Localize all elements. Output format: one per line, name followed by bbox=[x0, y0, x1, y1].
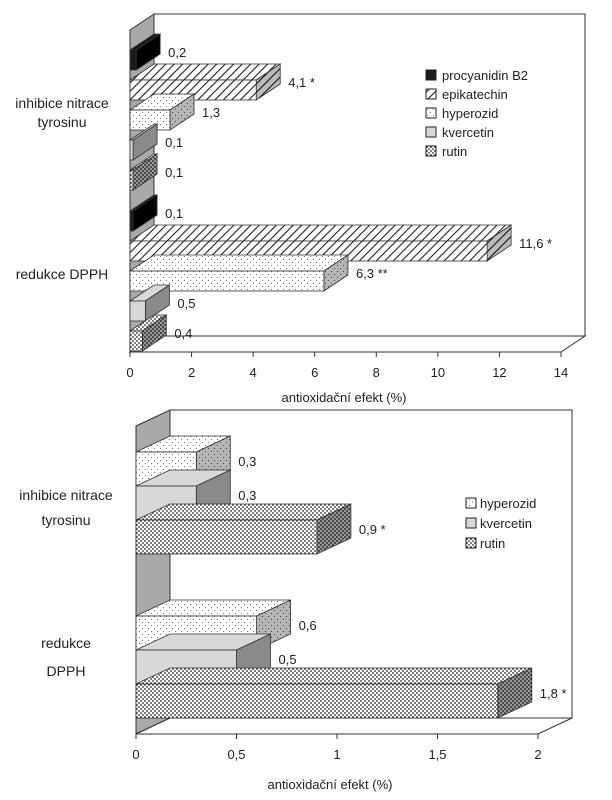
bar bbox=[128, 33, 162, 71]
chart-1-x-tick-label: 6 bbox=[311, 365, 318, 380]
chart-1-floor bbox=[128, 335, 587, 353]
chart-2-category-label-2b: DPPH bbox=[47, 663, 86, 679]
chart-2-x-tick-label: 2 bbox=[534, 747, 541, 762]
chart-2-x-tick-label: 1,5 bbox=[428, 747, 446, 762]
bar-front-face bbox=[129, 270, 325, 292]
bar bbox=[135, 503, 352, 555]
bar-front-face bbox=[129, 330, 143, 352]
legend-label-rutin: rutin bbox=[442, 144, 467, 159]
bar-value-label: 4,1 * bbox=[288, 75, 315, 90]
legend-swatch-procyanidin-b2 bbox=[425, 69, 437, 81]
legend-swatch-hyperozid bbox=[425, 107, 437, 119]
bar-value-label: 6,3 ** bbox=[356, 266, 388, 281]
bar-value-label: 0,1 bbox=[165, 135, 183, 150]
bar bbox=[128, 123, 159, 161]
legend-label-hyperozid: hyperozid bbox=[442, 106, 498, 121]
bar-value-label: 0,5 bbox=[177, 296, 195, 311]
chart-2-x-tick-label: 1 bbox=[333, 747, 340, 762]
bar-value-label: 0,3 bbox=[238, 454, 256, 469]
chart-2-category-label-1: inhibice nitrace bbox=[19, 487, 113, 503]
legend2-label-hyperozid: hyperozid bbox=[480, 496, 536, 511]
chart-2-floor bbox=[135, 717, 573, 735]
chart-1-x-tick-label: 2 bbox=[188, 365, 195, 380]
chart-1-x-tick-label: 4 bbox=[250, 365, 257, 380]
bar-value-label: 0,3 bbox=[238, 488, 256, 503]
bar-top-face bbox=[128, 254, 350, 272]
bar bbox=[128, 153, 159, 191]
chart-1-category-label-2: redukce DPPH bbox=[16, 266, 109, 282]
legend2-swatch-rutin bbox=[465, 537, 477, 549]
chart-1-x-tick-label: 14 bbox=[554, 365, 568, 380]
chart-1-legend: procyanidin B2 epikatechin hyperozid kve… bbox=[425, 68, 528, 159]
bar-value-label: 0,9 * bbox=[359, 522, 386, 537]
bar bbox=[128, 284, 171, 322]
bar-value-label: 11,6 * bbox=[519, 236, 552, 251]
bar-value-label: 0,4 bbox=[174, 326, 192, 341]
bar bbox=[135, 667, 533, 719]
legend-swatch-rutin bbox=[425, 145, 437, 157]
bar-top-face bbox=[135, 503, 352, 521]
legend-label-kvercetin: kvercetin bbox=[442, 125, 494, 140]
chart-1-category-label-1: inhibice nitrace bbox=[15, 95, 109, 111]
chart-1-x-tick-label: 10 bbox=[431, 365, 445, 380]
chart-2-x-axis-title: antioxidační efekt (%) bbox=[267, 777, 392, 792]
bar bbox=[128, 194, 159, 232]
legend-label-epikatechin: epikatechin bbox=[442, 87, 508, 102]
bar-front-face bbox=[129, 169, 134, 191]
bar-value-label: 0,1 bbox=[165, 165, 183, 180]
bar-front-face bbox=[135, 519, 318, 555]
chart-2-category-label-1b: tyrosinu bbox=[41, 512, 90, 528]
legend-swatch-kvercetin bbox=[425, 126, 437, 138]
legend2-swatch-hyperozid bbox=[465, 497, 477, 509]
bar-value-label: 1,3 bbox=[202, 105, 220, 120]
bar-top-face bbox=[128, 224, 513, 242]
bar-value-label: 0,5 bbox=[279, 652, 297, 667]
chart-1: 0 2 4 6 8 10 12 14 0,2 4,1 * 1,3 0,1 0,1 0,1 11,6 * 6,… bbox=[15, 13, 587, 405]
chart-1-x-tick-label: 12 bbox=[492, 365, 506, 380]
bar-value-label: 0,1 bbox=[165, 206, 183, 221]
bar-value-label: 0,2 bbox=[168, 45, 186, 60]
legend-swatch-epikatechin bbox=[425, 88, 437, 100]
bar-front-face bbox=[129, 49, 137, 71]
bar bbox=[128, 93, 196, 131]
chart-2-x-tick-label: 0 bbox=[132, 747, 139, 762]
chart-2-legend: hyperozid kvercetin rutin bbox=[465, 496, 536, 551]
chart-1-x-axis-title: antioxidační efekt (%) bbox=[281, 390, 406, 405]
chart-1-category-label-1b: tyrosinu bbox=[37, 114, 86, 130]
bar-value-label: 0,6 bbox=[299, 618, 317, 633]
chart-2-category-label-2: redukce bbox=[41, 635, 91, 651]
bar-value-label: 1,8 * bbox=[540, 686, 567, 701]
bar-front-face bbox=[129, 139, 134, 161]
chart-2: 0 0,5 1 1,5 2 0,3 0,3 0,9 * 0,6 0,5 1,8 * inhibic… bbox=[19, 409, 573, 792]
legend2-label-rutin: rutin bbox=[480, 536, 505, 551]
bar-top-face bbox=[128, 63, 282, 81]
bar bbox=[128, 314, 168, 352]
bar bbox=[128, 254, 350, 292]
legend2-swatch-kvercetin bbox=[465, 517, 477, 529]
bar-front-face bbox=[135, 683, 499, 719]
bar-front-face bbox=[129, 300, 146, 322]
chart-2-x-tick-label: 0,5 bbox=[227, 747, 245, 762]
legend2-label-kvercetin: kvercetin bbox=[480, 516, 532, 531]
chart-1-x-tick-label: 0 bbox=[126, 365, 133, 380]
bar-front-face bbox=[129, 210, 134, 232]
chart-1-x-tick-label: 8 bbox=[373, 365, 380, 380]
legend-label-procyanidin-b2: procyanidin B2 bbox=[442, 68, 528, 83]
bar-top-face bbox=[135, 667, 532, 685]
